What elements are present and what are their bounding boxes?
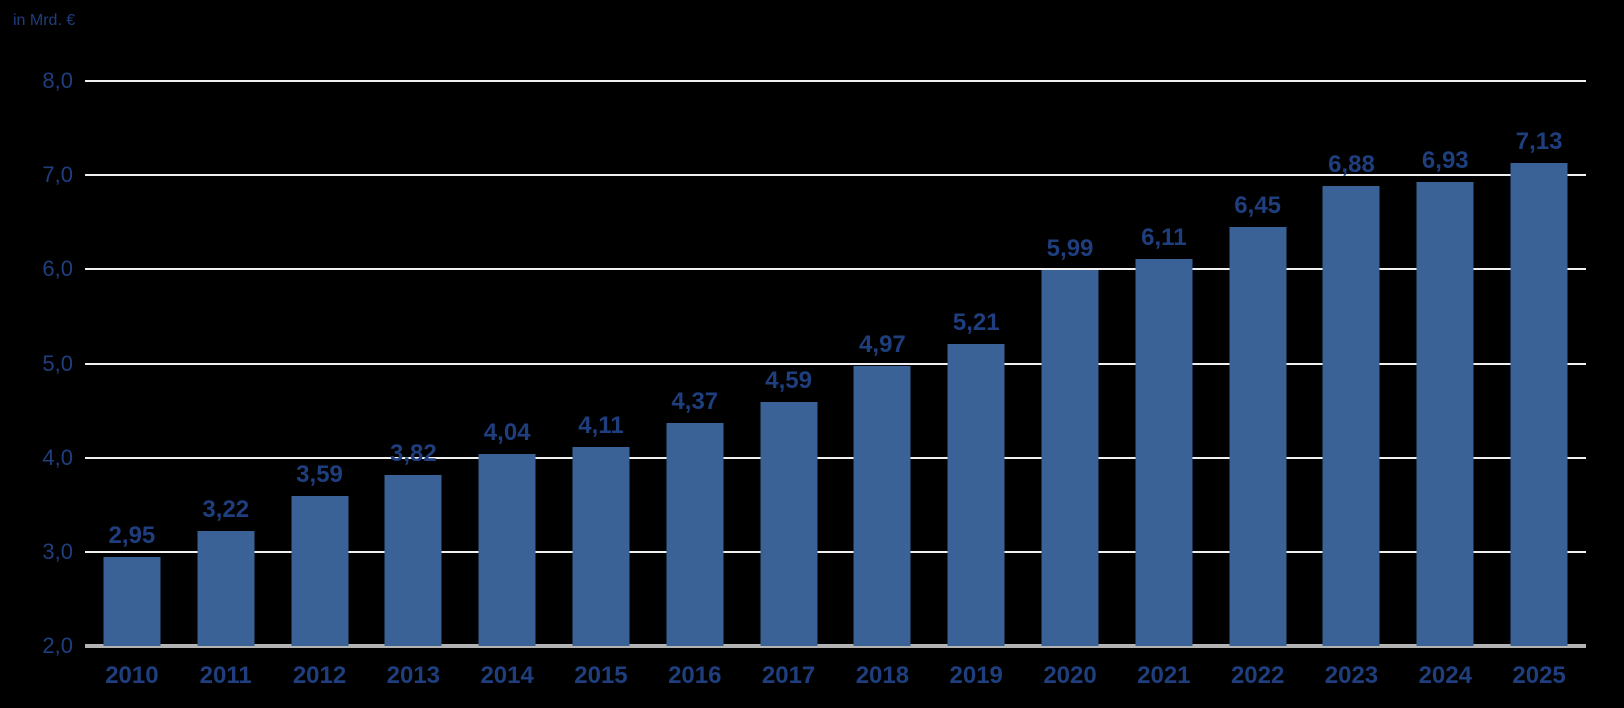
value-label-2016: 4,37 bbox=[671, 387, 719, 415]
bar-2020 bbox=[1041, 270, 1099, 646]
x-tick-label-2022: 2022 bbox=[1230, 662, 1285, 689]
bar-group-2016: 4,37 2016 bbox=[648, 81, 742, 689]
gridline-y-8,0 bbox=[85, 80, 1586, 82]
value-label-2020: 5,99 bbox=[1046, 235, 1094, 263]
x-tick-label-2011: 2011 bbox=[199, 662, 252, 689]
value-label-2014: 4,04 bbox=[483, 418, 531, 446]
bar-2019 bbox=[947, 343, 1005, 646]
value-label-2012: 3,59 bbox=[296, 461, 343, 489]
x-tick-label-2025: 2025 bbox=[1512, 662, 1566, 689]
y-tick-label: 6,0 bbox=[42, 256, 73, 282]
gridline-y-3,0 bbox=[85, 550, 1586, 553]
bar-2025 bbox=[1510, 162, 1568, 646]
bar-2022 bbox=[1229, 226, 1287, 646]
axis-unit-label: in Mrd. € bbox=[13, 12, 76, 29]
x-tick-label-2016: 2016 bbox=[668, 662, 722, 689]
bar-group-2020: 5,99 2020 bbox=[1023, 81, 1117, 689]
y-tick-label: 8,0 bbox=[42, 68, 73, 93]
bar-2012 bbox=[291, 496, 349, 646]
bar-2011 bbox=[197, 531, 255, 646]
x-tick-label-2010: 2010 bbox=[105, 662, 159, 689]
y-tick-label: 4,0 bbox=[42, 444, 73, 470]
bar-group-2011: 3,22 2011 bbox=[179, 81, 273, 689]
gridline-y-6,0 bbox=[85, 268, 1586, 271]
bar-group-2024: 6,93 2024 bbox=[1398, 81, 1492, 689]
value-label-2021: 6,11 bbox=[1141, 223, 1187, 251]
bar-group-2019: 5,21 2019 bbox=[929, 81, 1023, 689]
y-tick-label: 5,0 bbox=[42, 350, 73, 376]
bar-2023 bbox=[1322, 186, 1380, 646]
x-tick-label-2024: 2024 bbox=[1418, 662, 1472, 689]
x-tick-label-2023: 2023 bbox=[1324, 662, 1379, 689]
bar-group-2025: 7,13 2025 bbox=[1492, 81, 1586, 689]
value-label-2019: 5,21 bbox=[952, 308, 1000, 336]
gridline-y-5,0 bbox=[85, 362, 1586, 365]
value-label-2015: 4,11 bbox=[578, 412, 624, 440]
bar-group-2017: 4,59 2017 bbox=[742, 81, 836, 689]
gridline-y-4,0 bbox=[85, 456, 1586, 459]
x-tick-label-2021: 2021 bbox=[1137, 662, 1191, 689]
plot-area: 8,0 7,0 6,0 5,0 4,0 3,0 2,0 2,95 2010 3,22 2011 3,5… bbox=[42, 68, 1586, 689]
bar-group-2015: 4,11 2015 bbox=[554, 81, 648, 689]
bar-2014 bbox=[478, 453, 536, 646]
bar-group-2010: 2,95 2010 bbox=[85, 81, 179, 689]
x-tick-label-2014: 2014 bbox=[480, 662, 534, 689]
bar-2018 bbox=[853, 366, 911, 646]
value-label-2011: 3,22 bbox=[202, 496, 250, 524]
bar-2013 bbox=[384, 474, 442, 646]
bar-2016 bbox=[666, 422, 724, 646]
value-label-2017: 4,59 bbox=[765, 367, 812, 395]
x-axis-baseline bbox=[85, 644, 1586, 648]
x-tick-label-2012: 2012 bbox=[292, 662, 347, 689]
x-tick-label-2020: 2020 bbox=[1043, 662, 1097, 689]
bar-group-2018: 4,97 2018 bbox=[836, 81, 930, 689]
bar-group-2014: 4,04 2014 bbox=[460, 81, 554, 689]
y-tick-label: 3,0 bbox=[42, 538, 73, 564]
value-label-2024: 6,93 bbox=[1421, 146, 1469, 174]
x-tick-label-2019: 2019 bbox=[949, 662, 1003, 689]
x-tick-label-2013: 2013 bbox=[386, 662, 441, 689]
y-tick-label: 2,0 bbox=[42, 633, 73, 658]
bar-group-2022: 6,45 2022 bbox=[1211, 81, 1305, 689]
value-label-2013: 3,82 bbox=[389, 439, 437, 467]
gridline-y-7,0 bbox=[85, 174, 1586, 177]
value-label-2023: 6,88 bbox=[1328, 151, 1375, 179]
bar-group-2013: 3,82 2013 bbox=[366, 81, 460, 689]
value-label-2010: 2,95 bbox=[108, 521, 156, 549]
x-tick-label-2017: 2017 bbox=[761, 662, 816, 689]
bar-group-2023: 6,88 2023 bbox=[1305, 81, 1399, 689]
value-label-2022: 6,45 bbox=[1234, 191, 1282, 219]
bar-group-2012: 3,59 2012 bbox=[273, 81, 367, 689]
bar-2010 bbox=[103, 556, 161, 646]
bar-2015 bbox=[572, 447, 630, 646]
bar-2017 bbox=[760, 402, 818, 646]
bar-2024 bbox=[1416, 181, 1474, 646]
y-tick-label: 7,0 bbox=[42, 162, 73, 188]
bar-2021 bbox=[1135, 258, 1193, 646]
value-label-2025: 7,13 bbox=[1515, 127, 1563, 155]
x-tick-label-2015: 2015 bbox=[574, 662, 628, 689]
bar-group-2021: 6,11 2021 bbox=[1117, 81, 1211, 689]
x-tick-label-2018: 2018 bbox=[855, 662, 910, 689]
value-label-2018: 4,97 bbox=[859, 331, 906, 359]
